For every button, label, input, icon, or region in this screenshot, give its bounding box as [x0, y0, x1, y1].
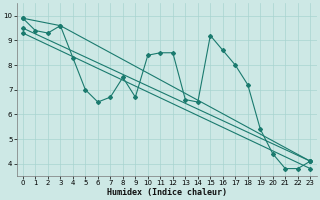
X-axis label: Humidex (Indice chaleur): Humidex (Indice chaleur) — [107, 188, 227, 197]
